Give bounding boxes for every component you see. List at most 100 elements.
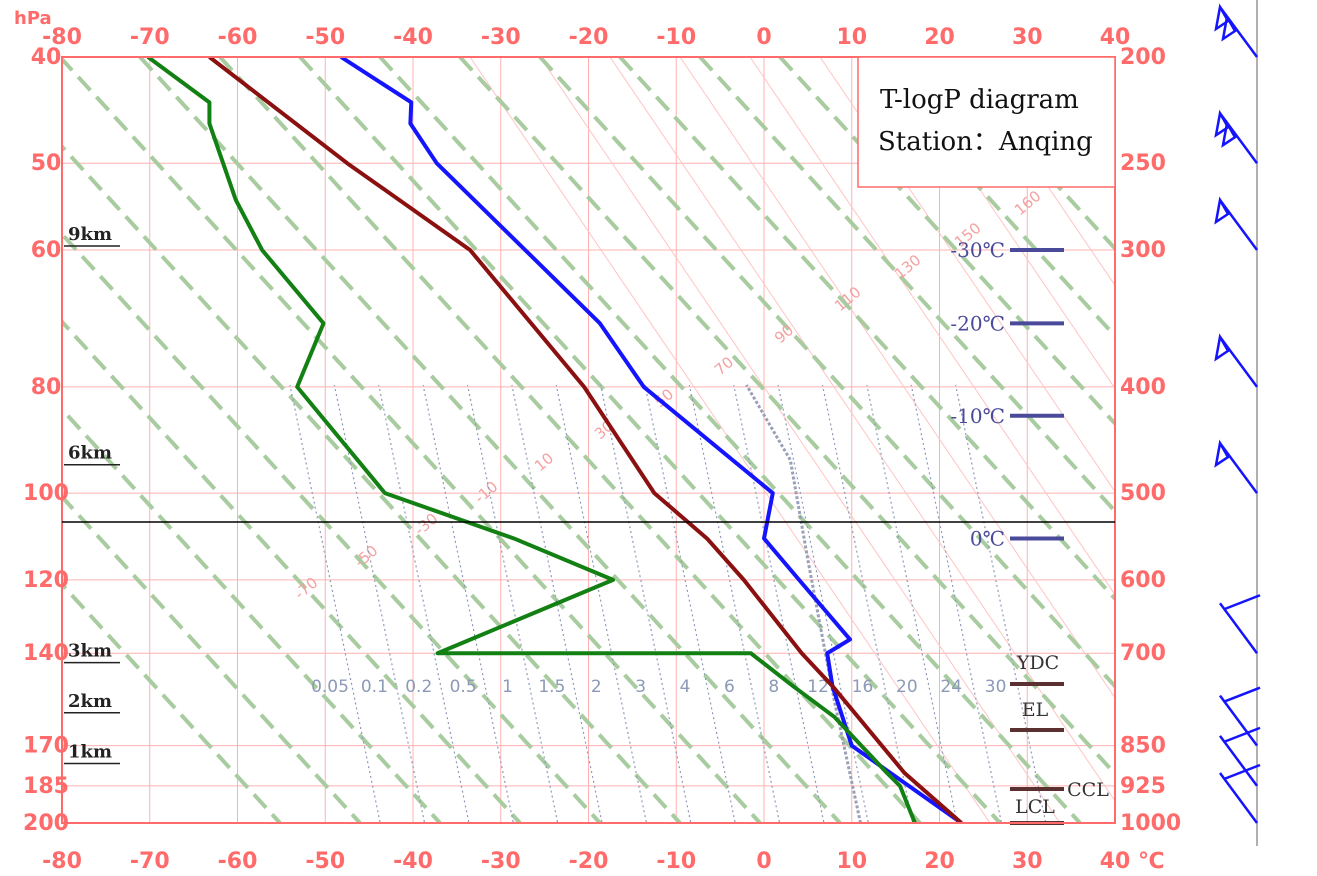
temp-tick-top: 0	[756, 25, 771, 50]
index-marker-label: LCL	[1015, 796, 1055, 818]
adiabat-label: -50	[351, 542, 381, 572]
adiabat-label: 160	[1011, 187, 1045, 219]
mixing-ratio-line	[333, 384, 425, 823]
sounding-lines	[146, 57, 963, 823]
mixing-ratio-line	[378, 384, 470, 823]
pressure-tick-left: 50	[31, 151, 62, 176]
wind-barb-pennant	[1221, 119, 1237, 148]
mixing-ratio-line	[955, 384, 1047, 823]
mixing-ratio-line	[600, 384, 692, 823]
unit-hpa: hPa	[14, 8, 52, 29]
temp-tick-bottom: 10	[836, 849, 867, 874]
temp-tick-bottom: 20	[924, 849, 955, 874]
plot-frame	[61, 56, 1116, 824]
temp-tick-top: 40	[1100, 25, 1131, 50]
temp-tick-top: -60	[218, 25, 258, 50]
altitude-label: 3km	[68, 641, 112, 662]
pressure-tick-left: 40	[31, 45, 62, 70]
pressure-tick-right: 850	[1120, 734, 1166, 759]
temp-tick-top: -40	[393, 25, 433, 50]
wind-barb-feather	[1223, 686, 1261, 703]
mixing-ratio-line	[688, 384, 780, 823]
markers: 9km 6km 3km 2km 1km -30℃ -20℃ -10℃ 0℃ YDC EL CCL LCL	[64, 224, 1109, 825]
altitude-label: 9km	[68, 224, 112, 245]
moist-adiabat-line	[618, 57, 1115, 602]
mixing-ratio-line	[289, 384, 381, 823]
altitude-label: 1km	[68, 742, 112, 763]
parcel-curve	[208, 57, 963, 823]
level-marker-label: -10℃	[950, 404, 1005, 428]
mixing-ratio-label: 0.1	[361, 677, 388, 697]
pressure-tick-right: 300	[1120, 238, 1166, 263]
temp-tick-bottom: -40	[393, 849, 433, 874]
pressure-tick-left: 60	[31, 238, 62, 263]
pressure-tick-right: 250	[1120, 151, 1166, 176]
dry-adiabat-line	[1240, 57, 1317, 823]
mixing-ratio-label: 4	[680, 677, 691, 697]
mixing-ratio-label: 30	[985, 677, 1007, 697]
temp-tick-top: -10	[656, 25, 696, 50]
wind-barb-feather	[1223, 726, 1261, 744]
wind-barb	[1218, 694, 1259, 747]
moist-adiabat-line	[62, 57, 762, 823]
pressure-tick-right: 925	[1120, 774, 1166, 799]
temp-tick-bottom: -80	[42, 849, 82, 874]
wind-barbs	[1214, 0, 1261, 846]
mixing-ratio-line	[821, 384, 914, 823]
mixing-ratio-line	[866, 384, 958, 823]
title-line-1: T-logP diagram	[880, 85, 1079, 115]
pressure-tick-right: 500	[1120, 481, 1166, 506]
temp-tick-bottom: -50	[305, 849, 345, 874]
temp-tick-bottom: -70	[130, 849, 170, 874]
mixing-ratio-label: 16	[852, 677, 874, 697]
moist-adiabat-line	[62, 231, 602, 823]
wind-barb-pennant	[1214, 109, 1230, 138]
temp-tick-top: -20	[569, 25, 609, 50]
level-marker-label: -30℃	[950, 238, 1005, 262]
mixing-ratio-label: 24	[940, 677, 962, 697]
dry-adiabat-line	[1170, 57, 1317, 823]
wind-barb	[1218, 735, 1259, 787]
pressure-tick-left: 80	[31, 375, 62, 400]
unit-celsius: ℃	[1138, 849, 1165, 874]
mixing-ratio-label: 20	[896, 677, 918, 697]
mixing-ratio-line	[422, 384, 514, 823]
mixing-ratio-label: 6	[724, 677, 735, 697]
index-marker-label: CCL	[1067, 779, 1109, 801]
wind-barb-pennant	[1214, 196, 1230, 225]
temp-tick-top: 20	[924, 25, 955, 50]
temp-tick-bottom: 40	[1100, 849, 1131, 874]
moist-adiabat-line	[62, 581, 282, 823]
temp-tick-bottom: 0	[756, 849, 771, 874]
temp-tick-bottom: -30	[481, 849, 521, 874]
mixing-ratio-label: 12	[807, 677, 829, 697]
mixing-ratio-label: 2	[591, 677, 602, 697]
moist-adiabat-line	[62, 143, 682, 823]
moist-adiabat-line	[62, 493, 362, 823]
wind-barb-pennant	[1221, 13, 1237, 42]
mixing-ratio-label: 8	[768, 677, 779, 697]
moist-adiabat-line	[138, 57, 842, 823]
moist-adiabat-line	[538, 57, 1115, 690]
index-marker-label: EL	[1022, 699, 1049, 721]
wind-barb-pennant	[1214, 439, 1230, 468]
wind-barb	[1218, 772, 1259, 824]
moist-adiabat-line	[698, 57, 1115, 515]
pressure-tick-right: 1000	[1120, 811, 1181, 836]
level-marker-label: -20℃	[950, 311, 1005, 335]
mixing-ratio-label: 1.5	[538, 677, 565, 697]
mixing-ratio-label: 0.05	[311, 677, 349, 697]
mixing-ratio-line	[511, 384, 603, 823]
moist-adiabat-line	[378, 57, 1082, 823]
pressure-tick-right: 400	[1120, 375, 1166, 400]
temp-tick-top: -80	[42, 25, 82, 50]
level-marker-label: 0℃	[970, 526, 1005, 550]
adiabat-label: -30	[411, 510, 441, 540]
moist-adiabat-line	[62, 318, 522, 823]
dewpoint-curve	[146, 57, 917, 823]
temp-tick-bottom: -20	[569, 849, 609, 874]
mixing-ratio-label: 3	[635, 677, 646, 697]
temp-tick-top: -30	[481, 25, 521, 50]
adiabat-label: 10	[531, 449, 557, 475]
